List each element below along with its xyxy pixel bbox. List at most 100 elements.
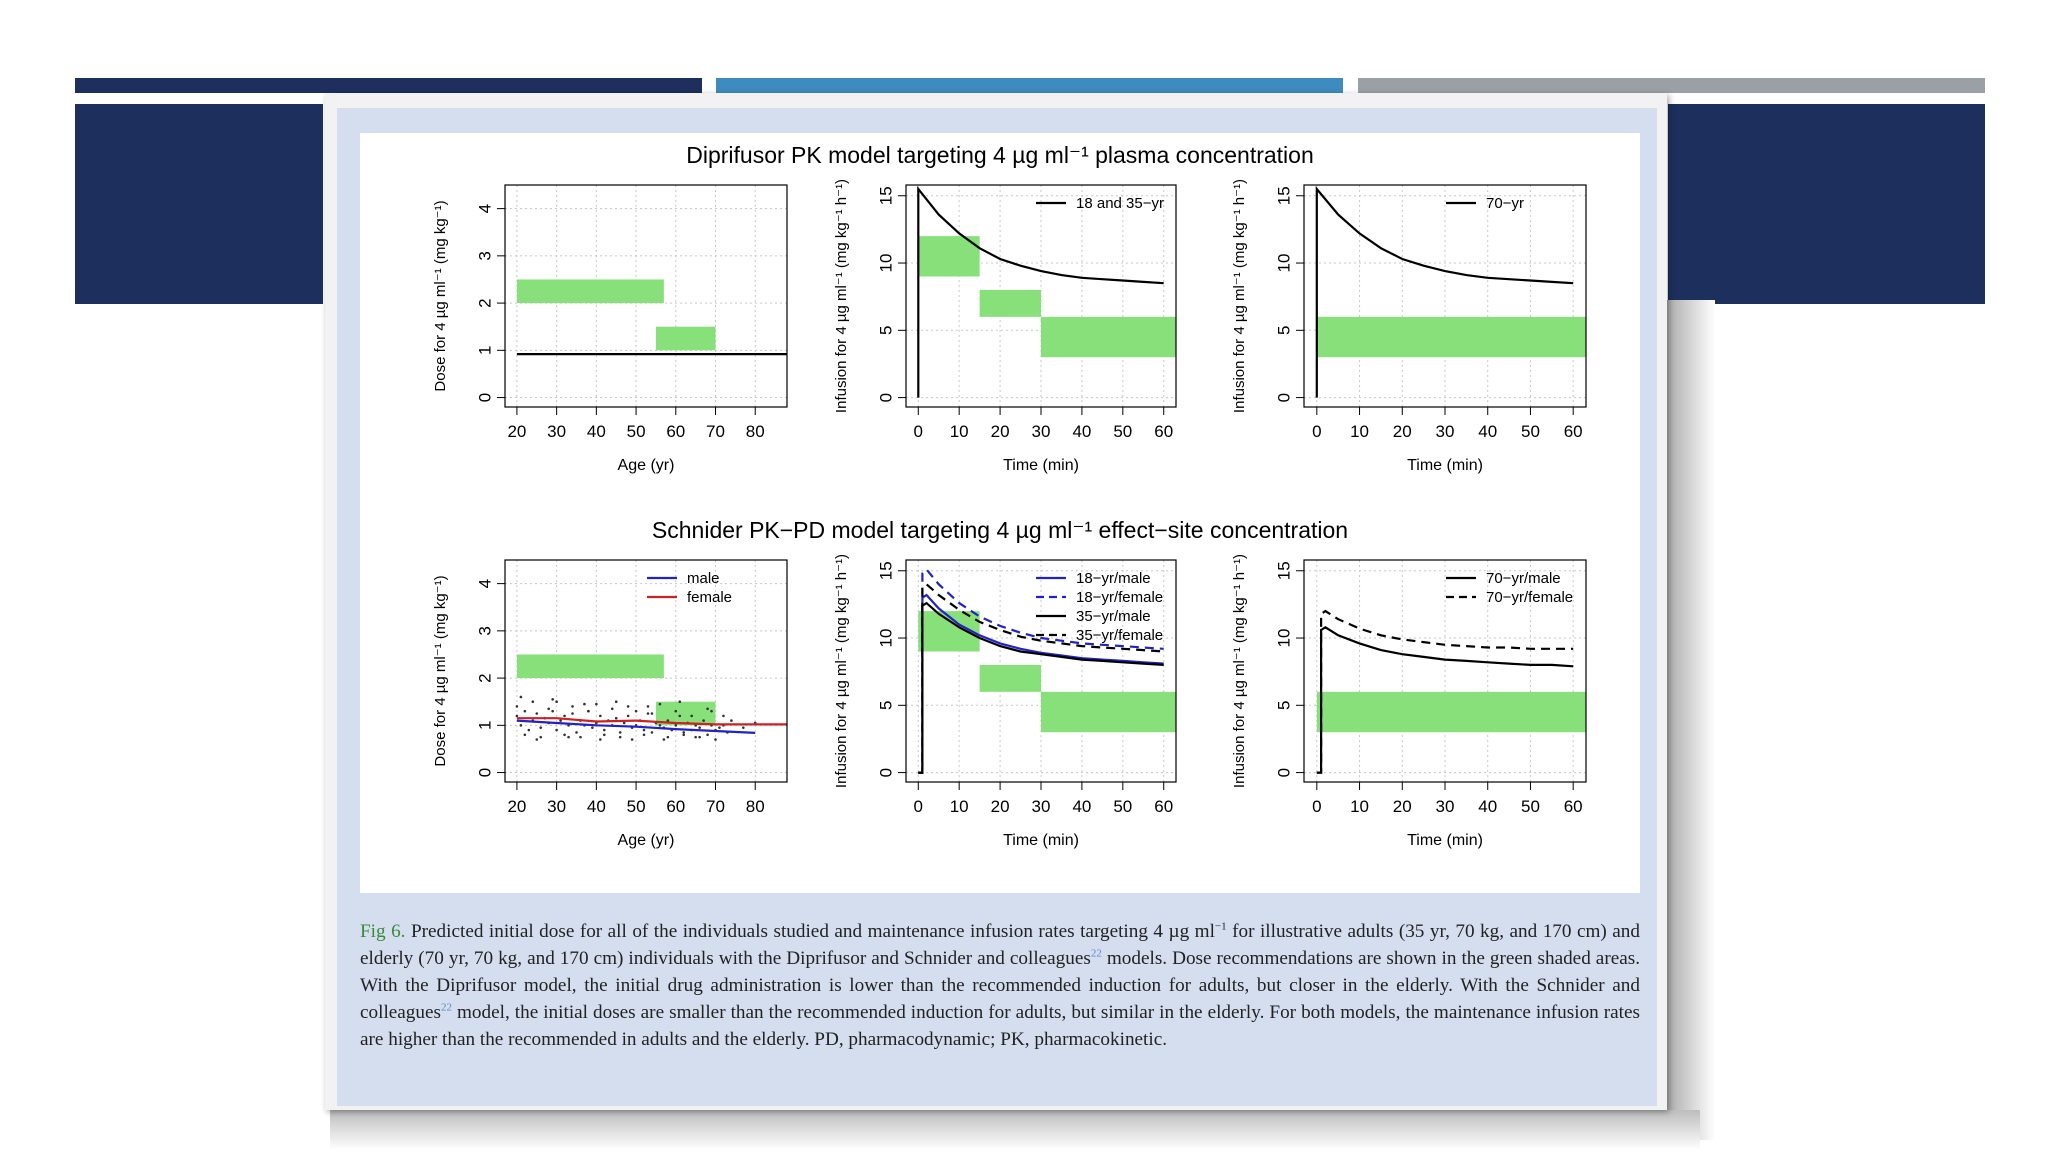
title-block-right (1668, 104, 1985, 304)
series-line (1316, 626, 1574, 774)
y-tick-label: 10 (877, 629, 896, 648)
x-tick-label: 50 (627, 422, 646, 441)
figure-svg: Diprifusor PK model targeting 4 µg ml⁻¹ … (432, 142, 1587, 849)
data-point (523, 709, 527, 713)
y-axis-label: Infusion for 4 µg ml⁻¹ (mg kg⁻¹ h⁻¹) (833, 554, 850, 788)
caption-exponent: −1 (1214, 920, 1227, 933)
legend-label: 35−yr/male (1076, 608, 1151, 625)
data-point (567, 735, 570, 739)
x-tick-label: 40 (1478, 797, 1497, 816)
x-tick-label: 40 (587, 797, 606, 816)
series-line (918, 593, 1164, 774)
x-tick-label: 40 (587, 422, 606, 441)
data-point (614, 716, 618, 720)
x-tick-label: 20 (991, 797, 1010, 816)
y-tick-label: 10 (1275, 629, 1294, 648)
y-axis-label: Dose for 4 µg ml⁻¹ (mg kg⁻¹) (432, 200, 449, 391)
data-point (602, 733, 606, 737)
recommended-range-area (1316, 691, 1586, 733)
recommended-range-area (918, 236, 980, 277)
x-axis-label: Age (yr) (618, 832, 675, 849)
figure-area: Diprifusor PK model targeting 4 µg ml⁻¹ … (360, 133, 1640, 893)
x-tick-label: 20 (1393, 797, 1412, 816)
figure-caption: Fig 6. Predicted initial dose for all of… (360, 918, 1640, 1053)
x-tick-label: 0 (914, 797, 923, 816)
caption-part-3: models. Dose recommendations are shown i… (360, 948, 1641, 1023)
data-point (519, 695, 523, 699)
data-point (642, 728, 646, 732)
legend-label: 70−yr/female (1486, 589, 1573, 606)
legend-label: 70−yr (1486, 195, 1524, 212)
data-point (587, 709, 590, 713)
data-point (527, 728, 531, 732)
y-tick-label: 1 (476, 721, 495, 730)
data-point (551, 698, 554, 701)
x-tick-label: 60 (1564, 422, 1583, 441)
data-point (674, 724, 678, 727)
y-tick-label: 0 (877, 393, 896, 402)
data-point (583, 702, 586, 706)
x-axis-label: Time (min) (1003, 457, 1079, 474)
x-tick-label: 40 (1072, 797, 1091, 816)
legend-label: 35−yr/female (1076, 627, 1163, 644)
x-tick-label: 60 (666, 797, 685, 816)
data-point (658, 702, 662, 706)
data-point (634, 709, 638, 713)
picture-shadow-right (1665, 300, 1715, 1140)
y-tick-label: 5 (877, 326, 896, 335)
series-line (1316, 609, 1574, 774)
data-point (618, 735, 622, 739)
data-point (519, 724, 523, 727)
y-axis-label: Infusion for 4 µg ml⁻¹ (mg kg⁻¹ h⁻¹) (833, 179, 850, 413)
data-point (563, 733, 566, 737)
row-title-diprifusor: Diprifusor PK model targeting 4 µg ml⁻¹ … (686, 142, 1314, 168)
x-tick-label: 50 (1521, 797, 1540, 816)
plot-frame (504, 559, 788, 783)
caption-part-2: for illustrative adults (35 yr, 70 kg, a… (360, 921, 1640, 969)
data-point (658, 724, 662, 727)
x-axis-label: Time (min) (1407, 832, 1483, 849)
y-tick-label: 10 (877, 254, 896, 273)
x-tick-label: 60 (1154, 797, 1173, 816)
recommended-range-area (655, 326, 716, 351)
data-point (702, 719, 705, 722)
data-point (706, 733, 709, 737)
series-line (1315, 185, 1574, 398)
data-point (535, 738, 539, 741)
data-point (591, 726, 594, 729)
series-line (917, 185, 1164, 398)
recommended-range-area (979, 664, 1041, 692)
x-axis-label: Time (min) (1003, 832, 1079, 849)
x-tick-label: 60 (666, 422, 685, 441)
data-point (730, 719, 733, 722)
x-tick-label: 10 (1350, 422, 1369, 441)
data-point (575, 731, 578, 734)
y-tick-label: 0 (476, 768, 495, 777)
data-point (571, 712, 574, 715)
data-point (646, 712, 650, 715)
x-tick-label: 30 (547, 422, 566, 441)
data-point (579, 735, 582, 739)
data-point (622, 721, 626, 725)
y-tick-label: 5 (1275, 326, 1294, 335)
data-point (539, 735, 543, 739)
data-point (595, 702, 598, 706)
data-point (714, 738, 717, 741)
x-tick-label: 20 (507, 797, 526, 816)
data-point (614, 700, 618, 704)
series-line (918, 601, 1164, 774)
data-point (682, 731, 686, 734)
x-tick-label: 30 (547, 797, 566, 816)
x-tick-label: 40 (1478, 422, 1497, 441)
x-tick-label: 50 (627, 797, 646, 816)
data-point (626, 714, 630, 718)
data-point (551, 709, 554, 713)
data-point (682, 733, 686, 737)
data-point (650, 712, 654, 715)
chart-panel-3: 0 10 20 30 40 50 60 Time (min) 0 5 10 15 Infusion fo… (1231, 179, 1587, 474)
data-point (694, 735, 697, 739)
data-point (630, 738, 634, 741)
y-tick-label: 0 (1275, 393, 1294, 402)
data-point (599, 738, 602, 741)
data-point (515, 705, 519, 708)
